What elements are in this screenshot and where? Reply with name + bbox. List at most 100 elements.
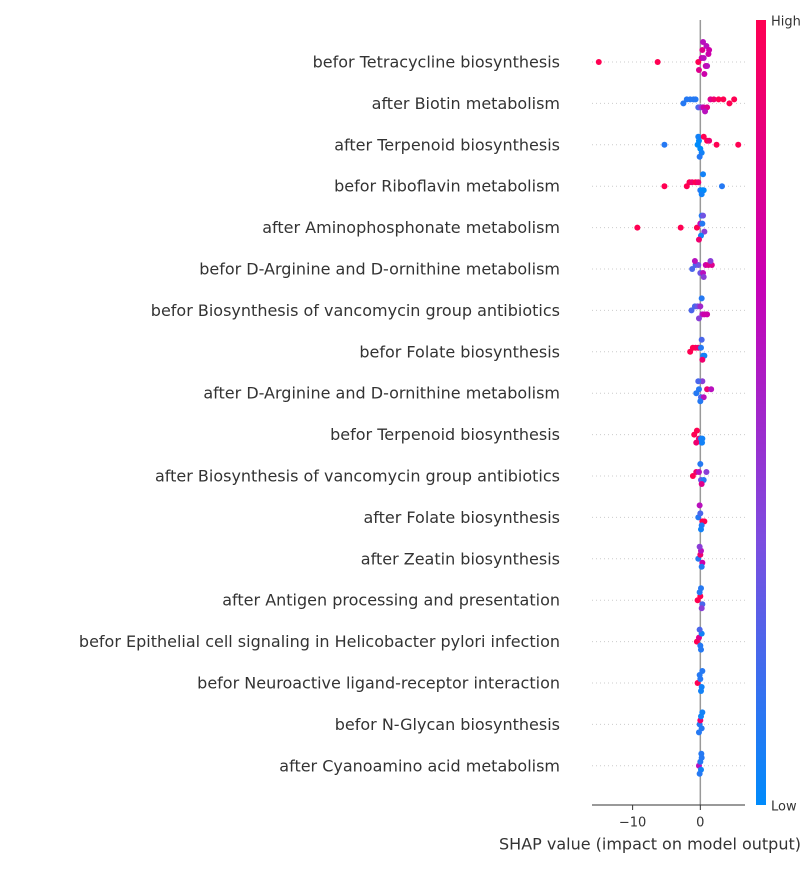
shap-point xyxy=(695,67,702,73)
shap-point xyxy=(695,179,702,186)
shap-point xyxy=(695,59,702,65)
shap-point xyxy=(696,543,703,550)
shap-point xyxy=(695,729,702,736)
shap-point xyxy=(695,236,702,243)
shap-point xyxy=(696,153,703,160)
shap-point xyxy=(708,386,715,393)
feature-label: befor Epithelial cell signaling in Helic… xyxy=(79,632,560,651)
feature-label: befor Neuroactive ligand-receptor intera… xyxy=(197,674,560,693)
colorbar-high-label: High xyxy=(771,15,800,30)
feature-label: befor Riboflavin metabolism xyxy=(334,177,560,196)
shap-point xyxy=(706,47,713,53)
shap-point xyxy=(680,100,687,107)
feature-label: befor N-Glycan biosynthesis xyxy=(335,715,560,734)
shap-point xyxy=(700,55,707,61)
shap-point xyxy=(718,183,725,190)
shap-point xyxy=(700,171,707,178)
shap-point xyxy=(713,141,720,148)
shap-point xyxy=(700,133,707,140)
shap-point xyxy=(698,481,705,487)
shap-point xyxy=(704,63,711,69)
shap-point xyxy=(707,258,714,264)
feature-label: after Aminophosphonate metabolism xyxy=(262,218,560,237)
shap-point xyxy=(688,307,695,314)
shap-point xyxy=(696,502,703,509)
shap-point xyxy=(696,770,703,777)
shap-point xyxy=(689,266,696,272)
shap-point xyxy=(661,183,668,190)
shap-point xyxy=(693,439,700,446)
shap-point xyxy=(661,141,668,148)
shap-point xyxy=(703,469,710,475)
feature-label: befor Terpenoid biosynthesis xyxy=(330,425,560,444)
shap-point xyxy=(695,133,702,140)
shap-point xyxy=(691,258,698,264)
shap-point xyxy=(698,750,705,757)
shap-point xyxy=(715,96,722,103)
shap-point xyxy=(697,344,704,351)
shap-point xyxy=(710,96,717,103)
shap-point xyxy=(701,71,708,77)
feature-label: befor Folate biosynthesis xyxy=(359,342,560,361)
shap-point xyxy=(677,224,684,231)
shap-point xyxy=(700,274,707,280)
shap-point xyxy=(699,668,706,674)
shap-point xyxy=(699,709,706,716)
shap-point xyxy=(731,96,738,103)
shap-point xyxy=(697,398,704,405)
shap-point xyxy=(735,141,742,148)
feature-label: after Folate biosynthesis xyxy=(363,508,560,527)
shap-point xyxy=(699,439,706,446)
shap-point xyxy=(693,224,700,231)
shap-point xyxy=(701,228,708,235)
feature-label: befor Biosynthesis of vancomycin group a… xyxy=(151,301,560,320)
shap-point xyxy=(699,356,706,363)
shap-point xyxy=(697,303,704,310)
shap-point xyxy=(692,96,699,103)
shap-point xyxy=(697,646,704,653)
shap-point xyxy=(695,315,702,322)
x-tick-label: 0 xyxy=(696,816,704,831)
shap-point xyxy=(700,39,707,45)
shap-point xyxy=(698,336,705,343)
shap-point xyxy=(699,47,706,53)
shap-point xyxy=(697,510,704,517)
shap-point xyxy=(698,295,705,302)
shap-point xyxy=(720,96,727,103)
feature-label: after Terpenoid biosynthesis xyxy=(334,135,560,154)
shap-point xyxy=(706,137,713,144)
shap-point xyxy=(700,394,707,401)
shap-point xyxy=(702,108,709,115)
feature-label: after Biosynthesis of vancomycin group a… xyxy=(155,467,560,486)
shap-point xyxy=(699,220,706,227)
colorbar xyxy=(756,20,766,805)
shap-point xyxy=(704,311,711,318)
feature-label: after Zeatin biosynthesis xyxy=(361,549,560,568)
x-axis-label: SHAP value (impact on model output) xyxy=(499,835,800,854)
shap-point xyxy=(698,191,705,198)
shap-point xyxy=(697,526,704,533)
shap-point xyxy=(595,59,602,65)
shap-point xyxy=(695,386,702,393)
shap-point xyxy=(689,473,696,479)
feature-label: after Antigen processing and presentatio… xyxy=(222,591,560,610)
x-tick-label: −10 xyxy=(619,816,646,831)
feature-label: befor D-Arginine and D-ornithine metabol… xyxy=(199,260,560,279)
shap-point xyxy=(693,427,700,434)
shap-point xyxy=(697,688,704,694)
shap-point xyxy=(696,626,703,633)
feature-label: befor Tetracycline biosynthesis xyxy=(313,53,560,72)
feature-label: after D-Arginine and D-ornithine metabol… xyxy=(203,384,560,403)
shap-point xyxy=(697,585,704,592)
shap-point xyxy=(698,605,705,612)
shap-point xyxy=(654,59,661,65)
shap-point xyxy=(697,461,704,467)
shap-point xyxy=(695,262,702,268)
shap-point xyxy=(695,469,702,475)
shap-point xyxy=(634,224,641,231)
shap-point xyxy=(695,378,702,385)
shap-point xyxy=(698,563,705,570)
colorbar-low-label: Low xyxy=(771,800,797,815)
feature-label: after Biotin metabolism xyxy=(372,94,560,113)
